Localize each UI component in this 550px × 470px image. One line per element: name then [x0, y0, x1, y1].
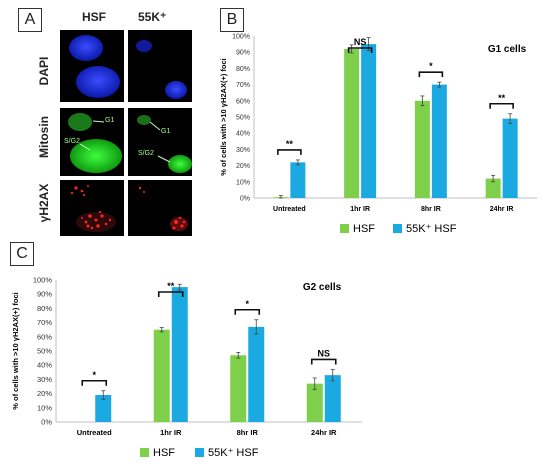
legend-label: 55K⁺ HSF	[208, 447, 259, 459]
significance-label: *	[245, 299, 249, 309]
y-tick-label: 70%	[37, 318, 52, 327]
significance-bracket	[418, 71, 444, 78]
significance-label: NS	[317, 348, 330, 358]
cell-label-g1-hsf: G1	[105, 117, 115, 124]
bar	[502, 118, 518, 198]
y-tick-label: 90%	[236, 50, 250, 57]
x-tick-label: 8hr IR	[237, 428, 259, 437]
significance-label: **	[498, 93, 506, 103]
mitosin-55k-image: G1 S/G2	[128, 108, 192, 176]
chart-title: G1 cells	[488, 44, 527, 55]
x-tick-label: 1hr IR	[350, 206, 370, 213]
y-tick-label: 50%	[37, 347, 52, 356]
y-axis-label: % of cells with >10 γH2AX(+) foci	[11, 292, 20, 410]
y-tick-label: 20%	[37, 389, 52, 398]
significance-label: NS	[354, 37, 367, 47]
significance-bracket	[347, 47, 373, 53]
bar	[153, 329, 170, 422]
mitosin-hsf-image: G1 S/G2	[60, 108, 124, 176]
y-tick-label: 0%	[41, 418, 52, 427]
significance-label: **	[286, 139, 294, 149]
panel-label-c: C	[10, 242, 34, 266]
y-tick-label: 0%	[240, 196, 250, 203]
bar	[248, 326, 265, 422]
g2-cells-chart: 0% 10% 20% 30% 40% 50% 60% 70% 80% 90% 100% % of ce…	[11, 276, 362, 459]
x-tick-label: 8hr IR	[421, 206, 441, 213]
bar	[95, 395, 112, 422]
cell-label-sg2-55k: S/G2	[138, 150, 154, 157]
x-tick-label: 1hr IR	[160, 428, 182, 437]
y-tick-label: 40%	[37, 361, 52, 370]
y-tick-label: 100%	[232, 34, 250, 41]
panel-label-b: B	[220, 8, 244, 32]
dapi-hsf-image	[60, 30, 124, 102]
bar	[431, 84, 447, 198]
column-label-hsf: HSF	[82, 10, 106, 24]
y-tick-label: 30%	[37, 375, 52, 384]
bar	[290, 162, 306, 198]
panel-label-a: A	[18, 8, 42, 32]
row-label-dapi: DAPI	[37, 56, 51, 86]
h2ax-55k-image	[128, 180, 192, 236]
y-tick-label: 60%	[37, 332, 52, 341]
legend-swatch	[140, 448, 149, 457]
bar	[361, 44, 377, 198]
g1-cells-chart: 0% 10% 20% 30% 40% 50% 60% 70% 80% 90% 100% % of ce…	[219, 34, 537, 235]
y-tick-label: 10%	[37, 403, 52, 412]
y-tick-label: 10%	[236, 179, 250, 186]
y-tick-label: 90%	[37, 290, 52, 299]
significance-bracket	[234, 308, 261, 315]
x-tick-label: 24hr IR	[490, 206, 514, 213]
y-tick-label: 40%	[236, 131, 250, 138]
cell-label-g1-55k: G1	[161, 128, 171, 135]
y-tick-label: 50%	[236, 115, 250, 122]
chart-title: G2 cells	[303, 282, 342, 293]
legend-label: HSF	[153, 447, 175, 459]
cell-label-sg2-hsf: S/G2	[64, 138, 80, 145]
bar	[230, 355, 247, 422]
y-tick-label: 80%	[37, 304, 52, 313]
x-tick-label: Untreated	[77, 428, 112, 437]
significance-bracket	[489, 102, 514, 109]
legend-label: HSF	[353, 223, 375, 235]
y-tick-label: 20%	[236, 163, 250, 170]
significance-label: *	[92, 370, 96, 380]
significance-bracket	[277, 149, 302, 155]
h2ax-hsf-image	[60, 180, 124, 236]
x-tick-label: Untreated	[273, 206, 306, 213]
significance-label: **	[167, 281, 175, 291]
bar	[485, 178, 501, 198]
legend-swatch	[393, 224, 402, 233]
significance-bracket	[157, 291, 184, 297]
y-axis-label: % of cells with >10 γH2AX(+) foci	[219, 58, 228, 176]
bar	[171, 287, 188, 422]
legend-swatch	[195, 448, 204, 457]
dapi-55k-image	[128, 30, 192, 102]
y-tick-label: 80%	[236, 66, 250, 73]
significance-bracket	[310, 358, 337, 365]
legend-label: 55K⁺ HSF	[406, 223, 457, 235]
significance-label: *	[429, 61, 433, 71]
y-tick-label: 30%	[236, 147, 250, 154]
row-label-mitosin: Mitosin	[37, 116, 51, 158]
legend-swatch	[340, 224, 349, 233]
bar	[324, 375, 341, 422]
bar	[414, 100, 430, 198]
y-tick-label: 60%	[236, 98, 250, 105]
significance-bracket	[81, 379, 108, 386]
x-tick-label: 24hr IR	[311, 428, 337, 437]
y-tick-label: 100%	[33, 276, 53, 285]
y-tick-label: 70%	[236, 82, 250, 89]
column-label-55k: 55K⁺	[138, 10, 167, 24]
bar	[344, 48, 360, 199]
row-label-h2ax: γH2AX	[37, 183, 51, 223]
bar	[306, 383, 323, 422]
